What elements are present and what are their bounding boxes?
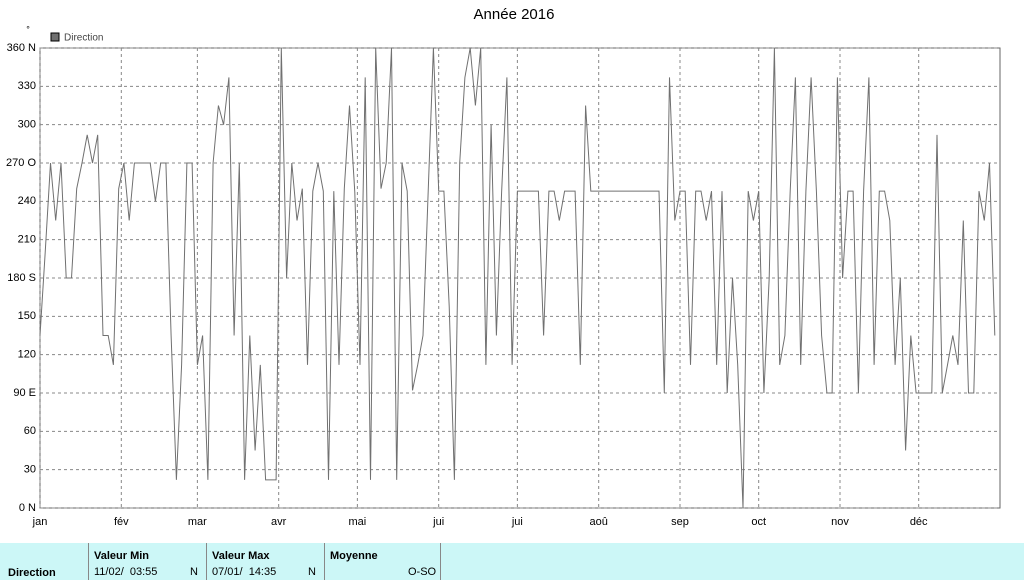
min-date: 11/02/ 03:55	[94, 566, 158, 578]
y-tick-label: 60	[24, 425, 36, 437]
min-title: Valeur Min	[94, 550, 150, 562]
mean-title: Moyenne	[330, 550, 378, 562]
x-tick-label: jui	[432, 516, 444, 528]
stats-panel: Direction Valeur Min 11/02/ 03:55 N Vale…	[0, 543, 1024, 580]
y-tick-label: 120	[18, 349, 36, 361]
legend-swatch	[50, 32, 60, 42]
x-tick-label: jui	[511, 516, 523, 528]
legend-label: Direction	[64, 33, 103, 44]
y-axis-label: °	[26, 24, 30, 34]
separator	[324, 543, 325, 580]
y-tick-label: 180 S	[7, 272, 36, 284]
y-tick-label: 150	[18, 310, 36, 322]
x-tick-label: jan	[32, 516, 48, 528]
x-tick-label: avr	[271, 516, 287, 528]
x-tick-label: mai	[349, 516, 367, 528]
y-tick-label: 330	[18, 80, 36, 92]
y-tick-label: 0 N	[19, 502, 36, 514]
x-tick-label: nov	[831, 516, 849, 528]
x-tick-label: déc	[910, 516, 928, 528]
min-dir: N	[190, 566, 198, 578]
data-line	[39, 47, 996, 509]
max-title: Valeur Max	[212, 550, 270, 562]
x-tick-label: sep	[671, 516, 689, 528]
y-tick-label: 360 N	[7, 42, 36, 54]
x-tick-label: fév	[114, 516, 129, 528]
separator	[88, 543, 89, 580]
max-dir: N	[308, 566, 316, 578]
x-tick-label: aoû	[590, 516, 608, 528]
stats-name: Direction	[8, 567, 56, 579]
x-tick-label: mar	[188, 516, 207, 528]
y-tick-label: 210	[18, 234, 36, 246]
max-date: 07/01/ 14:35	[212, 566, 277, 578]
y-tick-label: 90 E	[13, 387, 36, 399]
separator	[440, 543, 441, 580]
y-tick-label: 240	[18, 195, 36, 207]
y-tick-label: 300	[18, 119, 36, 131]
separator	[206, 543, 207, 580]
x-tick-label: oct	[751, 516, 766, 528]
y-tick-label: 270 O	[6, 157, 36, 169]
chart-title: Année 2016	[474, 6, 555, 23]
chart: Année 2016 ° Direction 0 N 30 60 90 E 120 150…	[6, 6, 1001, 528]
y-tick-label: 30	[24, 464, 36, 476]
mean-value: O-SO	[408, 566, 437, 578]
